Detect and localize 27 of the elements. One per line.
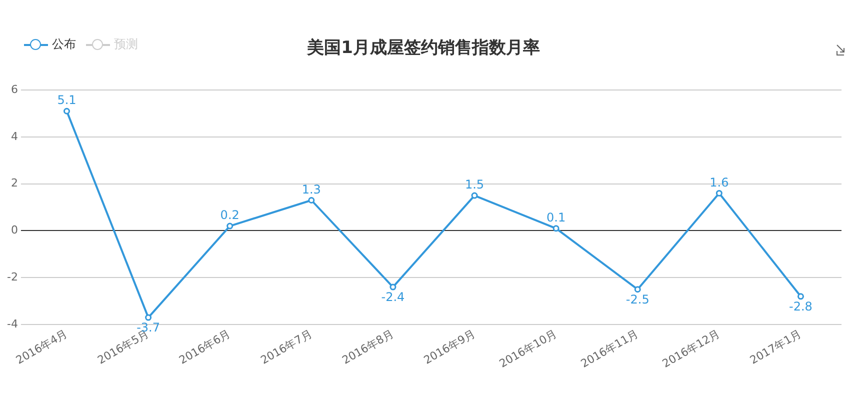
- data-label: 1.5: [464, 178, 484, 192]
- data-label: 1.6: [710, 175, 729, 190]
- point: [552, 225, 560, 232]
- data-label: -2.5: [626, 292, 650, 307]
- point: [226, 222, 234, 230]
- point: [797, 293, 804, 300]
- point: [308, 197, 315, 204]
- data-label: 5.1: [57, 93, 76, 108]
- y-tick-label: 2: [10, 176, 18, 190]
- data-label: 0.1: [546, 210, 566, 225]
- legend-label: 公布: [52, 36, 76, 53]
- point: [390, 284, 396, 290]
- y-tick-label: 0: [10, 224, 18, 237]
- y-tick-label: 4: [10, 130, 18, 143]
- point: [716, 190, 722, 196]
- point: [63, 108, 70, 114]
- point: [471, 192, 478, 199]
- data-label: -2.8: [789, 300, 812, 314]
- chart-title: 美国1月成屋签约销售指数月率: [307, 38, 540, 58]
- data-label: -2.4: [381, 290, 405, 304]
- y-tick-label: -4: [7, 317, 18, 330]
- data-label: 1.3: [302, 182, 321, 196]
- y-tick-label: 6: [10, 82, 18, 96]
- data-label: 0.2: [220, 208, 240, 222]
- point: [145, 314, 152, 321]
- y-tick-label: -2: [7, 270, 18, 284]
- point: [634, 286, 641, 293]
